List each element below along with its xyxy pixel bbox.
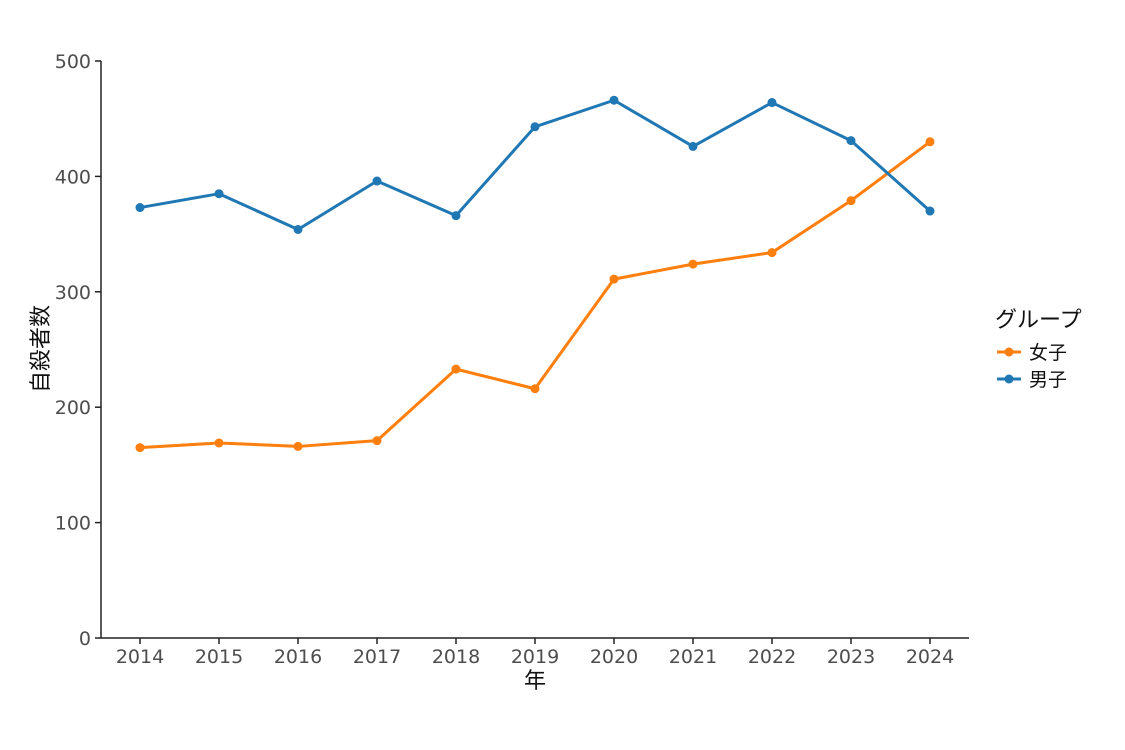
x-tick-label: 2017 <box>353 646 401 668</box>
data-point <box>451 211 461 221</box>
x-tick-label: 2018 <box>432 646 480 668</box>
x-tick-label: 2022 <box>748 646 796 668</box>
data-point <box>372 176 382 186</box>
data-point <box>767 98 777 108</box>
ticks-layer: 2014 2015 2016 2017 2018 2019 2020 2021 2022 2023… <box>55 51 954 668</box>
data-point <box>925 206 935 216</box>
legend-item: 男子 <box>997 369 1067 391</box>
x-tick-label: 2021 <box>669 646 717 668</box>
y-tick-label: 400 <box>55 166 91 188</box>
data-point <box>530 122 540 132</box>
x-tick-label: 2023 <box>827 646 875 668</box>
y-tick-label: 200 <box>55 397 91 419</box>
legend-item: 女子 <box>997 342 1067 364</box>
data-point <box>846 136 856 146</box>
y-tick-label: 300 <box>55 282 91 304</box>
series-line <box>139 140 931 450</box>
x-tick-label: 2019 <box>511 646 559 668</box>
data-point <box>214 189 224 199</box>
data-point <box>767 248 777 258</box>
data-point <box>135 203 145 213</box>
series-line <box>139 98 931 231</box>
legend-swatch-point <box>1004 347 1014 357</box>
legend-label: 男子 <box>1029 369 1067 391</box>
data-point <box>293 441 303 451</box>
data-point <box>214 438 224 448</box>
y-tick-label: 100 <box>55 513 91 535</box>
axes-layer <box>100 61 969 639</box>
legend-swatch-point <box>1004 374 1014 384</box>
data-point <box>293 224 303 234</box>
data-point <box>688 259 698 269</box>
x-tick-label: 2016 <box>274 646 322 668</box>
data-point <box>609 274 619 284</box>
legend-label: 女子 <box>1029 342 1067 364</box>
y-axis-title: 自殺者数 <box>29 305 54 393</box>
series-female <box>135 137 935 453</box>
data-point <box>925 137 935 147</box>
data-point <box>846 196 856 206</box>
x-tick-label: 2014 <box>116 646 164 668</box>
series-layer <box>135 95 935 453</box>
data-point <box>609 95 619 105</box>
data-point <box>451 364 461 374</box>
x-tick-label: 2024 <box>906 646 954 668</box>
y-tick-label: 500 <box>55 51 91 73</box>
x-tick-label: 2015 <box>195 646 243 668</box>
data-point <box>372 436 382 446</box>
x-tick-label: 2020 <box>590 646 638 668</box>
data-point <box>688 141 698 151</box>
data-point <box>530 384 540 394</box>
y-tick-label: 0 <box>79 628 91 650</box>
series-male <box>135 95 935 234</box>
data-point <box>135 443 145 453</box>
x-axis-title: 年 <box>524 669 546 694</box>
legend-title: グループ <box>995 308 1082 333</box>
